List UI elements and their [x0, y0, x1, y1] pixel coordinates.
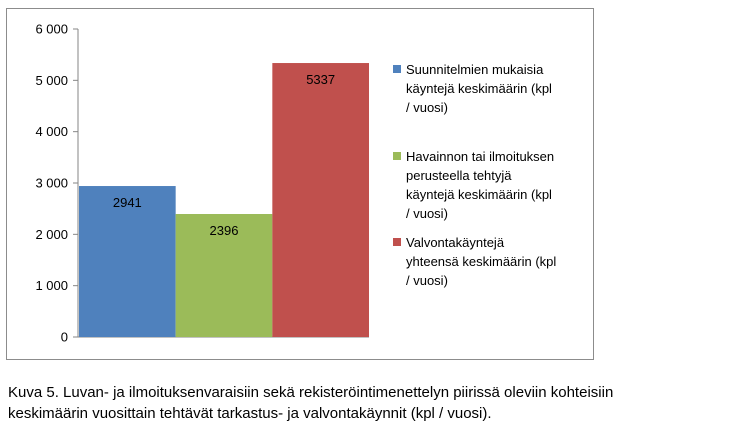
legend-label: / vuosi) — [406, 273, 448, 288]
bars: 2941 2396 5337 — [79, 63, 369, 338]
legend: Suunnitelmien mukaisia käyntejä keskimäär… — [393, 62, 556, 288]
legend-swatch — [393, 152, 401, 160]
bar-chart: 0 1 000 2 000 3 000 4 000 5 000 6 000 2941 2396… — [35, 22, 556, 345]
legend-label: käyntejä keskimäärin (kpl — [406, 81, 552, 96]
y-tick-label: 1 000 — [35, 278, 68, 293]
caption-line-1: Kuva 5. Luvan- ja ilmoituksenvaraisiin s… — [8, 384, 614, 401]
bar-data-label: 5337 — [306, 72, 335, 87]
y-tick-label: 5 000 — [35, 73, 68, 88]
bar — [175, 214, 273, 337]
bar-data-label: 2396 — [210, 223, 239, 238]
legend-label: Havainnon tai ilmoituksen — [406, 149, 554, 164]
y-tick-label: 0 — [61, 330, 68, 345]
y-tick-label: 3 000 — [35, 176, 68, 191]
bar — [272, 63, 369, 338]
legend-label: yhteensä keskimäärin (kpl — [406, 254, 556, 269]
legend-swatch — [393, 238, 401, 246]
y-tick-label: 2 000 — [35, 227, 68, 242]
legend-label: käyntejä keskimäärin (kpl — [406, 187, 552, 202]
caption-line-2: keskimäärin vuosittain tehtävät tarkastu… — [8, 405, 492, 422]
legend-swatch — [393, 65, 401, 73]
legend-label: Suunnitelmien mukaisia — [406, 62, 544, 77]
legend-label: / vuosi) — [406, 100, 448, 115]
y-tick-label: 4 000 — [35, 124, 68, 139]
legend-label: / vuosi) — [406, 206, 448, 221]
figure-caption: Kuva 5. Luvan- ja ilmoituksenvaraisiin s… — [8, 382, 734, 424]
bar-data-label: 2941 — [113, 195, 142, 210]
bar — [79, 186, 176, 337]
legend-label: perusteella tehtyjä — [406, 168, 512, 183]
legend-label: Valvontakäyntejä — [406, 235, 505, 250]
y-tick-label: 6 000 — [35, 22, 68, 37]
